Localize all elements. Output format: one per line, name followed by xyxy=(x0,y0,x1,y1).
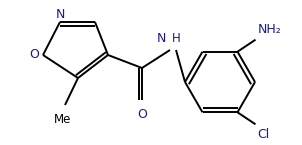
Text: Me: Me xyxy=(54,113,72,126)
Text: O: O xyxy=(29,48,39,61)
Text: N: N xyxy=(55,8,65,21)
Text: NH₂: NH₂ xyxy=(258,23,281,36)
Text: O: O xyxy=(137,108,147,121)
Text: Cl: Cl xyxy=(258,128,270,141)
Text: H: H xyxy=(172,32,181,45)
Text: N: N xyxy=(157,32,166,45)
